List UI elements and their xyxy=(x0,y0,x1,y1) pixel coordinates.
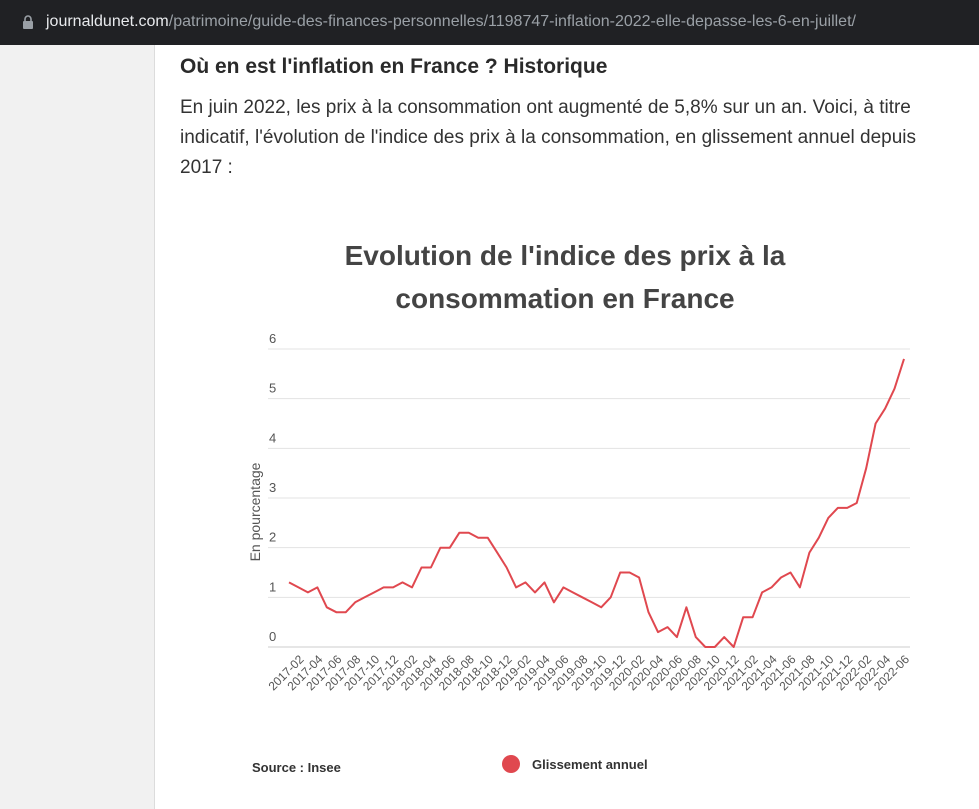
lock-icon xyxy=(23,15,33,29)
legend-marker xyxy=(502,755,520,773)
chart-source: Source : Insee xyxy=(252,760,341,775)
intro-paragraph: En juin 2022, les prix à la consommation… xyxy=(180,97,917,178)
series-line-0 xyxy=(288,358,905,648)
y-tick-label-0: 0 xyxy=(269,629,276,644)
y-tick-label-5: 5 xyxy=(269,381,276,396)
y-tick-label-1: 1 xyxy=(269,579,276,594)
chart-title-line2: consommation en France xyxy=(395,283,735,314)
inflation-chart: Evolution de l'indice des prix à la cons… xyxy=(230,218,930,788)
left-sidebar xyxy=(0,45,155,809)
url-text[interactable]: journaldunet.com/patrimoine/guide-des-fi… xyxy=(46,13,856,31)
url-path: /patrimoine/guide-des-finances-personnel… xyxy=(168,13,856,30)
chart-legend: Glissement annuel xyxy=(502,755,648,773)
y-tick-label-2: 2 xyxy=(269,530,276,545)
y-tick-label-6: 6 xyxy=(269,331,276,346)
chart-title-line1: Evolution de l'indice des prix à la xyxy=(344,240,786,271)
article-content xyxy=(155,45,979,809)
url-domain: journaldunet.com xyxy=(46,13,169,30)
legend-label: Glissement annuel xyxy=(532,756,648,772)
section-heading: Où en est l'inflation en France ? Histor… xyxy=(180,55,608,78)
chart-title: Evolution de l'indice des prix à la cons… xyxy=(230,234,900,320)
y-tick-label-4: 4 xyxy=(269,430,276,445)
y-tick-label-3: 3 xyxy=(269,480,276,495)
address-bar[interactable]: journaldunet.com/patrimoine/guide-des-fi… xyxy=(0,0,979,45)
y-axis-label: En pourcentage xyxy=(247,462,263,561)
